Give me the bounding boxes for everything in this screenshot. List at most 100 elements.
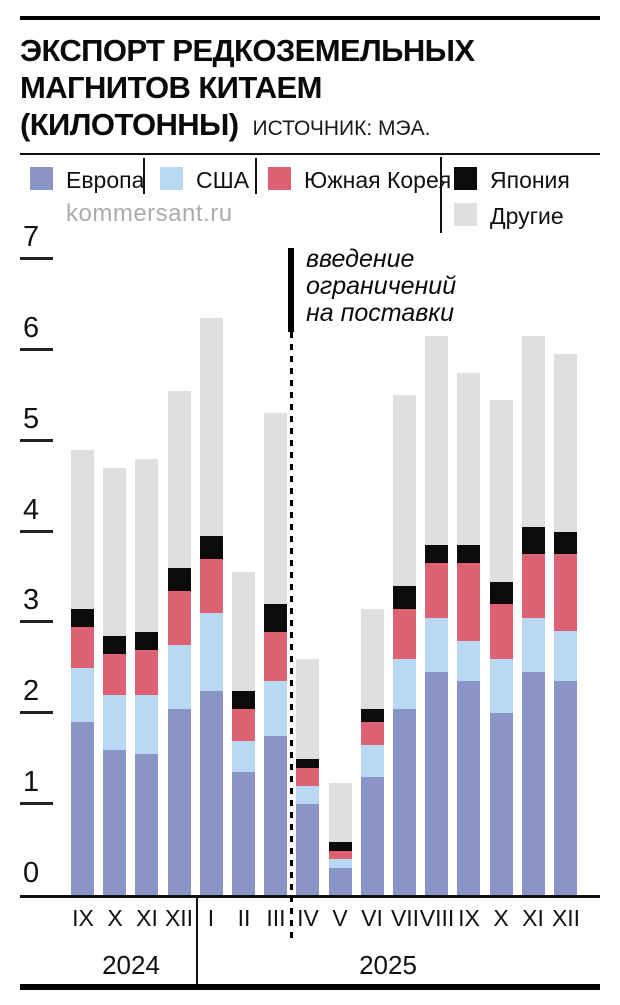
bar-III-6	[264, 413, 287, 895]
month-label-I: I	[207, 905, 215, 931]
bar-segment-europe	[232, 772, 255, 895]
bar-segment-usa	[200, 613, 223, 691]
bar-segment-others	[232, 572, 255, 691]
bar-segment-others	[71, 449, 94, 609]
month-label-XII: XII	[551, 905, 581, 931]
legend-label-south-korea: Южная Корея	[304, 167, 452, 193]
bar-segment-europe	[296, 804, 319, 895]
y-axis-tick	[20, 620, 53, 623]
bar-XI-14	[522, 336, 545, 895]
annotation-text: введение ограничений на поставки	[306, 246, 456, 327]
bar-segment-others	[103, 467, 126, 637]
bar-X-1	[103, 467, 126, 895]
bar-V-8	[329, 783, 352, 895]
month-label-IV: IV	[297, 905, 319, 931]
bar-segment-europe	[135, 754, 158, 895]
bar-segment-south-korea	[296, 767, 319, 786]
legend-swatch-usa	[160, 167, 183, 190]
legend-label-others: Другие	[490, 203, 564, 229]
legend-label-usa: США	[196, 167, 250, 193]
year-label-2025: 2025	[359, 950, 417, 980]
annotation-line-2: ограничений	[306, 272, 457, 300]
legend-swatch-others	[454, 203, 477, 226]
bar-segment-japan	[361, 708, 384, 723]
bar-segment-europe	[168, 708, 191, 895]
bar-segment-south-korea	[168, 590, 191, 646]
bar-IX-12	[457, 372, 480, 895]
bar-segment-south-korea	[393, 608, 416, 659]
bar-I-4	[200, 318, 223, 895]
year-divider-line	[196, 897, 198, 984]
title-units: (КИЛОТОННЫ)	[20, 107, 239, 142]
bar-segment-japan	[554, 531, 577, 555]
bar-segment-others	[522, 336, 545, 528]
month-label-VII: VII	[390, 905, 420, 931]
bar-IX-0	[71, 449, 94, 895]
bar-segment-europe	[522, 672, 545, 895]
bar-segment-japan	[425, 545, 448, 564]
bar-segment-europe	[490, 713, 513, 895]
bar-segment-south-korea	[135, 649, 158, 696]
bar-segment-usa	[296, 785, 319, 805]
bar-segment-south-korea	[361, 722, 384, 746]
y-axis-label: 7	[23, 221, 40, 253]
bar-segment-usa	[71, 667, 94, 723]
month-label-X: X	[493, 905, 509, 931]
bar-IV-7	[296, 658, 319, 895]
year-label-2024: 2024	[102, 950, 160, 980]
bar-segment-south-korea	[522, 554, 545, 618]
bar-segment-others	[425, 336, 448, 546]
month-label-IX: IX	[72, 905, 94, 931]
bar-X-13	[490, 399, 513, 895]
title-line-1: ЭКСПОРТ РЕДКОЗЕМЕЛЬНЫХ	[20, 33, 475, 68]
bar-segment-europe	[200, 690, 223, 895]
y-axis-tick	[20, 530, 53, 533]
bar-segment-usa	[264, 681, 287, 736]
month-label-III: III	[266, 905, 286, 931]
y-axis-label: 0	[23, 857, 40, 889]
y-axis-label: 6	[23, 312, 40, 344]
bar-XII-3	[168, 390, 191, 895]
bar-segment-japan	[71, 608, 94, 627]
bar-segment-others	[329, 783, 352, 843]
bar-segment-japan	[393, 586, 416, 609]
annotation-marker-line	[288, 248, 294, 332]
bar-II-5	[232, 572, 255, 895]
bar-segment-others	[457, 372, 480, 546]
annotation-line-1: введение	[306, 245, 415, 273]
month-label-XI: XI	[136, 905, 158, 931]
y-axis-tick	[20, 257, 53, 260]
x-axis-baseline	[20, 895, 600, 898]
y-axis-tick	[20, 348, 53, 351]
bar-segment-usa	[457, 640, 480, 682]
bar-segment-japan	[264, 604, 287, 632]
bar-segment-usa	[329, 858, 352, 868]
bar-segment-europe	[425, 672, 448, 895]
bar-segment-usa	[393, 658, 416, 709]
bar-segment-south-korea	[232, 708, 255, 741]
source-label: ИСТОЧНИК: МЭА.	[252, 117, 431, 140]
bar-segment-south-korea	[264, 631, 287, 682]
legend-label-europe: Европа	[66, 167, 145, 193]
bar-segment-usa	[490, 658, 513, 714]
bar-segment-others	[135, 458, 158, 632]
month-label-V: V	[332, 905, 348, 931]
bar-VI-9	[361, 608, 384, 895]
bar-segment-south-korea	[425, 563, 448, 618]
bar-segment-usa	[361, 745, 384, 777]
month-label-VIII: VIII	[419, 905, 455, 931]
y-axis-tick	[20, 802, 53, 805]
month-label-IX: IX	[458, 905, 480, 931]
header-rule	[20, 153, 600, 155]
bar-segment-south-korea	[71, 626, 94, 668]
y-axis-tick	[20, 439, 53, 442]
top-rule	[20, 16, 600, 20]
bar-XII-15	[554, 354, 577, 895]
bar-segment-europe	[457, 681, 480, 895]
bar-segment-japan	[296, 758, 319, 768]
bar-segment-japan	[329, 842, 352, 852]
bar-segment-south-korea	[457, 563, 480, 641]
month-label-XII: XII	[164, 905, 194, 931]
month-label-XI: XI	[522, 905, 544, 931]
